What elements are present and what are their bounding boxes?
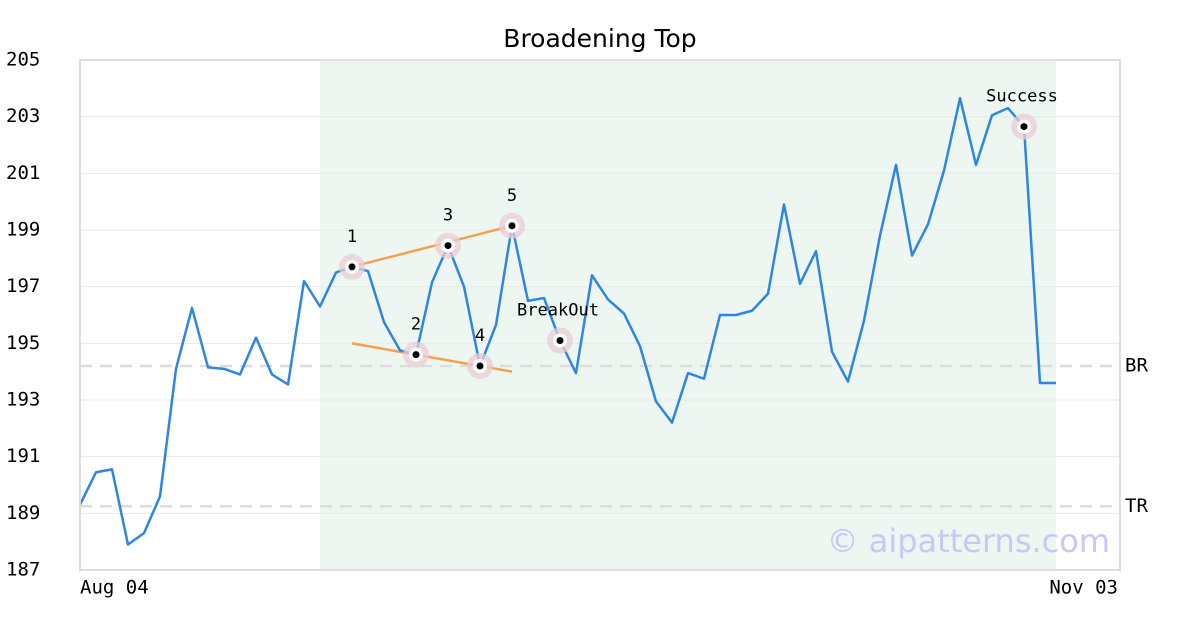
price-line bbox=[78, 97, 1056, 546]
y-tick-label: 197 bbox=[6, 275, 40, 297]
trend-line bbox=[351, 224, 513, 269]
highlight-region bbox=[320, 60, 1056, 570]
plot-frame bbox=[79, 59, 1121, 571]
y-tick-label: 201 bbox=[6, 162, 40, 184]
marker-dot bbox=[476, 362, 484, 370]
marker-label: 2 bbox=[411, 315, 421, 335]
x-tick-label: Aug 04 bbox=[80, 577, 149, 599]
marker-dot bbox=[444, 242, 452, 250]
marker-dot bbox=[1020, 123, 1028, 131]
marker-dot bbox=[348, 263, 356, 271]
marker-dot bbox=[508, 222, 516, 230]
y-tick-label: 199 bbox=[6, 219, 40, 241]
y-tick-label: 193 bbox=[6, 389, 40, 411]
y-tick-label: 191 bbox=[6, 445, 40, 467]
y-tick-label: 195 bbox=[6, 332, 40, 354]
marker-label: 3 bbox=[443, 206, 453, 226]
marker-dot bbox=[556, 337, 564, 344]
y-tick-label: 187 bbox=[6, 559, 40, 581]
marker-label: 5 bbox=[507, 186, 517, 206]
marker-label: 1 bbox=[347, 227, 357, 247]
level-label: BR bbox=[1125, 355, 1148, 377]
x-tick-label: Nov 03 bbox=[1049, 577, 1118, 599]
watermark: © aipatterns.com bbox=[827, 522, 1110, 560]
y-tick-label: 189 bbox=[6, 502, 40, 524]
marker-label: 4 bbox=[475, 326, 485, 346]
level-label: TR bbox=[1125, 495, 1148, 517]
chart-title: Broadening Top bbox=[503, 24, 696, 53]
marker-dot bbox=[412, 351, 420, 359]
y-tick-label: 203 bbox=[6, 105, 40, 127]
marker-label: BreakOut bbox=[517, 301, 599, 321]
marker-label: Success bbox=[986, 87, 1058, 107]
y-tick-label: 205 bbox=[6, 49, 40, 71]
